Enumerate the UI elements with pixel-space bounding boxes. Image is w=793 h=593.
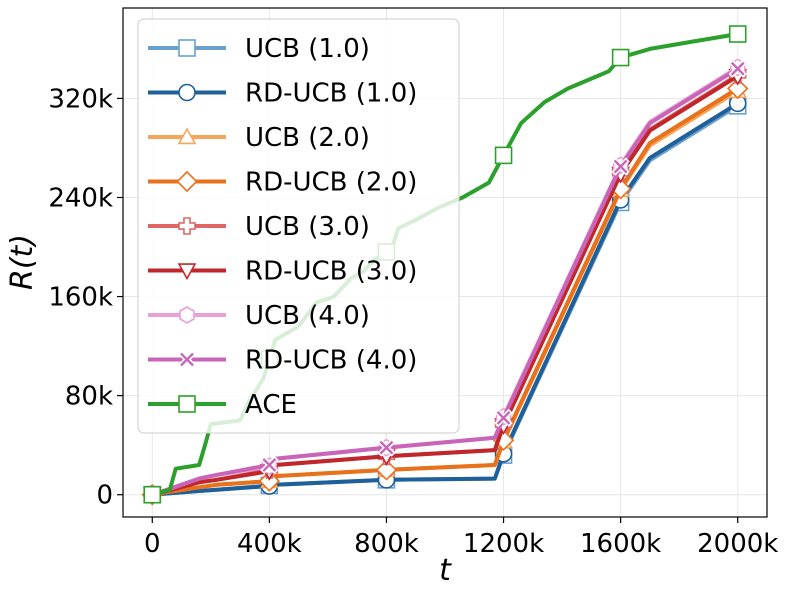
legend-marker xyxy=(177,350,197,369)
y-tick-label: 320k xyxy=(48,84,113,114)
legend-item-rd-ucb-2-0: RD-UCB (2.0) xyxy=(148,168,417,198)
x-tick-label: 0 xyxy=(144,529,161,559)
data-point-rd-ucb-2-0 xyxy=(726,77,749,100)
data-point-rd-ucb-4-0 xyxy=(494,408,513,428)
legend-marker xyxy=(178,83,196,102)
y-tick-label: 160k xyxy=(48,283,113,313)
data-point-ace xyxy=(143,485,162,504)
legend-label: RD-UCB (3.0) xyxy=(245,257,417,287)
legend-label: UCB (4.0) xyxy=(245,301,370,331)
legend-label: UCB (3.0) xyxy=(245,212,370,242)
legend-marker xyxy=(177,263,197,281)
data-point-rd-ucb-2-0 xyxy=(375,459,398,481)
legend-label: RD-UCB (1.0) xyxy=(245,79,417,109)
data-point-ace xyxy=(494,146,513,165)
legend-item-ucb-1-0: UCB (1.0) xyxy=(148,34,370,64)
data-point-rd-ucb-4-0 xyxy=(260,455,279,475)
legend-marker xyxy=(178,217,196,235)
x-tick-label: 400k xyxy=(237,529,302,559)
series-rd-ucb-4-0 xyxy=(143,59,747,504)
x-tick-label: 1200k xyxy=(463,529,544,559)
legend-marker xyxy=(176,170,198,193)
x-tick-label: 800k xyxy=(354,529,419,559)
legend-label: UCB (1.0) xyxy=(245,34,370,64)
legend-label: RD-UCB (4.0) xyxy=(245,346,417,376)
y-axis-label: R(t) xyxy=(5,234,40,290)
legend-label: UCB (2.0) xyxy=(245,123,370,153)
legend-label: ACE xyxy=(245,390,297,420)
legend-item-ucb-2-0: UCB (2.0) xyxy=(148,123,370,153)
legend-marker xyxy=(178,395,196,413)
plot-frame xyxy=(122,7,768,518)
legend-box xyxy=(137,18,460,434)
x-tick-label: 1600k xyxy=(580,529,661,559)
data-point-rd-ucb-4-0 xyxy=(611,157,630,176)
legend-item-ucb-4-0: UCB (4.0) xyxy=(148,301,370,331)
ticks: 0 400k 800k 1200k 1600k 2000k 0 80k 160k 240k 320k xyxy=(48,84,778,559)
legend-marker xyxy=(177,127,197,145)
y-tick-label: 80k xyxy=(65,382,113,412)
data-point-rd-ucb-4-0 xyxy=(728,59,747,78)
legend-marker xyxy=(178,39,196,57)
x-axis-label: t xyxy=(439,553,452,588)
x-tick-label: 2000k xyxy=(697,529,778,559)
legend-item-ace: ACE xyxy=(148,390,297,420)
legend-item-rd-ucb-4-0: RD-UCB (4.0) xyxy=(148,346,417,376)
legend-marker xyxy=(179,306,195,324)
series-line-rd-ucb-2-0 xyxy=(150,86,740,497)
legend-item-rd-ucb-3-0: RD-UCB (3.0) xyxy=(148,257,417,287)
data-point-ace xyxy=(611,48,630,67)
legend-item-ucb-3-0: UCB (3.0) xyxy=(148,212,370,242)
y-axis-label-group: R(t) xyxy=(5,234,40,290)
y-tick-label: 240k xyxy=(48,183,113,213)
data-point-ace xyxy=(728,25,747,43)
legend: UCB (1.0) RD-UCB (1.0) UCB (2.0) RD-UCB (2.… xyxy=(137,18,460,434)
data-point-rd-ucb-2-0 xyxy=(258,470,281,492)
data-point-rd-ucb-4-0 xyxy=(377,438,396,457)
y-tick-label: 0 xyxy=(96,481,113,511)
legend-item-rd-ucb-1-0: RD-UCB (1.0) xyxy=(148,79,417,109)
legend-label: RD-UCB (2.0) xyxy=(245,168,417,198)
